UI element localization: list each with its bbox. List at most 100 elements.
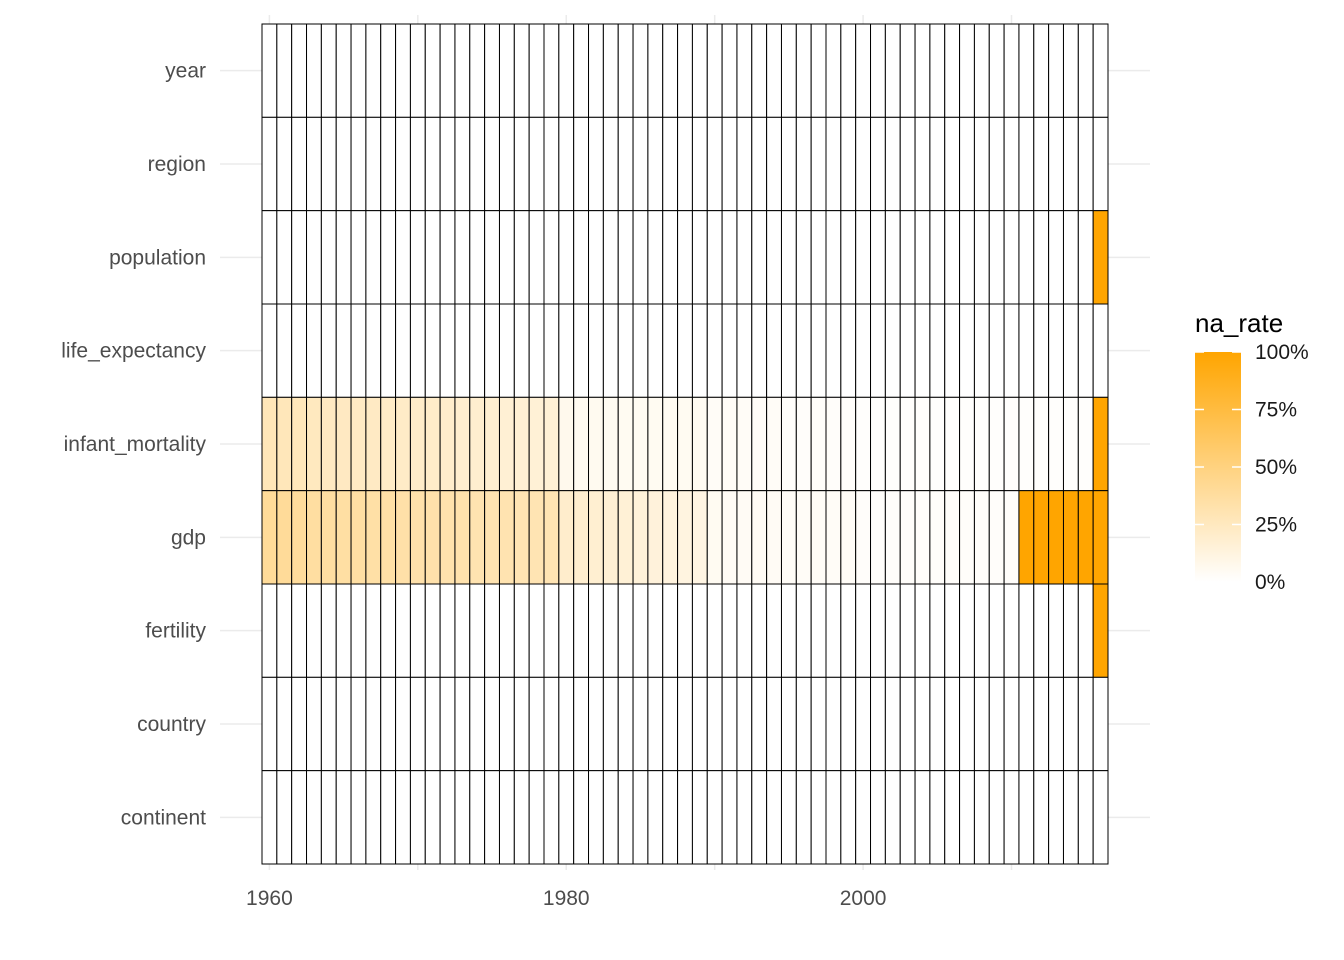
heatmap-cell: [617, 583, 634, 678]
heatmap-cell: [721, 396, 738, 492]
heatmap-cell: [632, 490, 649, 585]
heatmap-cell: [276, 116, 293, 212]
heatmap-cell: [706, 770, 723, 865]
heatmap-cell: [1092, 303, 1109, 398]
heatmap-cell: [662, 116, 679, 212]
heatmap-cell: [1092, 210, 1109, 305]
heatmap-cell: [261, 396, 278, 492]
heatmap-cell: [662, 770, 679, 865]
heatmap-cell: [988, 396, 1005, 492]
heatmap-cell: [573, 490, 590, 585]
heatmap-cell: [454, 23, 471, 118]
heatmap-cell: [1018, 303, 1035, 398]
heatmap-cell: [1003, 676, 1020, 772]
heatmap-cell: [513, 770, 530, 865]
heatmap-cell: [291, 210, 308, 305]
heatmap-cell: [721, 303, 738, 398]
heatmap-cell: [662, 490, 679, 585]
heatmap-cell: [929, 676, 946, 772]
heatmap-cell: [1092, 490, 1109, 585]
heatmap-cell: [335, 303, 352, 398]
heatmap-cell: [988, 303, 1005, 398]
heatmap-cell: [691, 303, 708, 398]
heatmap-cell: [840, 676, 857, 772]
heatmap-cell: [736, 303, 753, 398]
heatmap-cell: [380, 490, 397, 585]
heatmap-cell: [261, 770, 278, 865]
heatmap-cell: [870, 396, 886, 492]
heatmap-cell: [1003, 116, 1020, 212]
heatmap-cell: [825, 770, 842, 865]
heatmap-cell: [573, 583, 590, 678]
heatmap-cell: [528, 303, 545, 398]
heatmap-cell: [350, 23, 367, 118]
heatmap-cell: [484, 210, 500, 305]
heatmap-cell: [498, 583, 515, 678]
heatmap-cell: [780, 396, 797, 492]
heatmap-cell: [1048, 396, 1064, 492]
heatmap-cell: [1048, 583, 1064, 678]
heatmap-cell: [380, 23, 397, 118]
heatmap-cell: [1062, 210, 1079, 305]
heatmap-cell: [424, 303, 441, 398]
heatmap-cell: [1003, 396, 1020, 492]
heatmap-cell: [691, 210, 708, 305]
heatmap-cell: [780, 116, 797, 212]
heatmap-cell: [914, 210, 931, 305]
heatmap-cell: [335, 210, 352, 305]
heatmap-cell: [528, 490, 545, 585]
heatmap-cell: [543, 303, 560, 398]
heatmap-cell: [973, 676, 990, 772]
heatmap-cell: [1048, 303, 1064, 398]
heatmap-cell: [647, 770, 664, 865]
heatmap-cell: [959, 116, 975, 212]
heatmap-cell: [988, 583, 1005, 678]
heatmap-cell: [350, 116, 367, 212]
heatmap-cell: [973, 303, 990, 398]
heatmap-cell: [395, 676, 411, 772]
heatmap-cell: [469, 676, 486, 772]
heatmap-cell: [751, 303, 768, 398]
heatmap-cell: [766, 676, 782, 772]
heatmap-cell: [498, 770, 515, 865]
heatmap-cell: [840, 210, 857, 305]
heatmap-cell: [751, 770, 768, 865]
heatmap-cell: [1062, 303, 1079, 398]
heatmap-cell: [795, 490, 812, 585]
heatmap-cell: [395, 303, 411, 398]
heatmap-cell: [973, 770, 990, 865]
heatmap-cell: [825, 210, 842, 305]
heatmap-cell: [484, 396, 500, 492]
x-tick-label: 1980: [543, 887, 590, 910]
heatmap-cell: [350, 303, 367, 398]
heatmap-cell: [395, 583, 411, 678]
heatmap-cell: [528, 116, 545, 212]
heatmap-cell: [944, 396, 961, 492]
heatmap-cell: [439, 676, 456, 772]
heatmap-cell: [870, 676, 886, 772]
heatmap-cell: [691, 116, 708, 212]
heatmap-cell: [929, 303, 946, 398]
heatmap-cell: [884, 490, 901, 585]
heatmap-cell: [498, 396, 515, 492]
heatmap-cell: [884, 303, 901, 398]
heatmap-cell: [795, 770, 812, 865]
heatmap-cell: [469, 23, 486, 118]
heatmap-cell: [662, 676, 679, 772]
heatmap-cell: [677, 490, 693, 585]
heatmap-cell: [276, 770, 293, 865]
heatmap-cell: [677, 396, 693, 492]
heatmap-cell: [602, 490, 619, 585]
heatmap-cell: [780, 303, 797, 398]
heatmap-cell: [543, 23, 560, 118]
heatmap-cell: [973, 583, 990, 678]
y-tick-label: population: [109, 246, 206, 269]
heatmap-cell: [736, 583, 753, 678]
heatmap-cell: [1077, 116, 1094, 212]
heatmap-cell: [276, 396, 293, 492]
heatmap-cell: [855, 210, 872, 305]
heatmap-cell: [973, 210, 990, 305]
heatmap-cell: [469, 116, 486, 212]
heatmap-cell: [617, 23, 634, 118]
heatmap-cell: [810, 303, 827, 398]
